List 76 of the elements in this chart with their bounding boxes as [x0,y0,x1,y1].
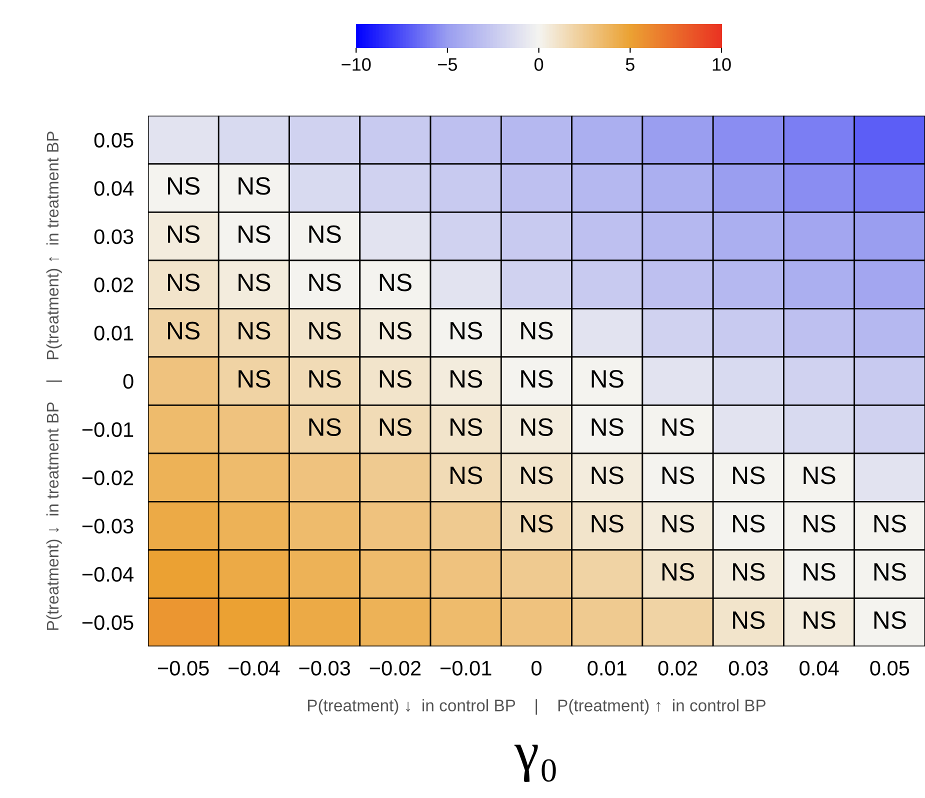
data-label: NS [380,274,412,292]
data-label: NS [238,322,270,340]
data-label: NS [309,370,341,388]
x-tick-label: 0.05 [870,660,910,676]
data-label: NS [521,370,553,388]
data-label: NS [804,563,836,581]
y-tick-label: 0.03 [94,229,134,244]
y-tick-label: 0.05 [94,132,134,148]
data-label: NS [733,611,765,629]
data-label: NS [521,418,553,436]
data-label: NS [238,177,270,195]
data-label: NS [309,225,341,244]
data-label: NS [733,563,765,581]
data-label: NS [874,611,906,629]
x-tick-label: −0.01 [440,660,492,676]
data-label: NS [592,514,624,532]
data-label: NS [380,322,412,340]
y-axis-title: P(treatment) ↓ in treatment BP | P(treatment) ↑ in treatment BP [46,132,62,630]
data-label: NS [450,418,482,436]
data-label: NS [662,466,694,484]
data-label: NS [874,563,906,581]
data-label: NS [168,274,200,292]
y-tick-label: −0.01 [82,422,134,438]
data-label: NS [168,322,200,340]
y-tick-label: −0.02 [82,470,134,486]
y-tick-label: −0.04 [82,567,134,582]
data-label: NS [238,274,270,292]
data-label: NS [238,225,270,244]
y-tick-label: 0.01 [94,326,134,341]
data-label: NS [733,514,765,532]
x-tick-label: 0.03 [728,660,768,676]
x-tick-label: 0.01 [588,660,626,676]
data-label: NS [804,611,836,629]
data-label: NS [380,418,412,436]
color-bar-label: −5 [438,58,458,71]
data-label: NS [804,514,836,532]
x-axis-title: P(treatment) ↓ in control BP | P(treatment) ↑ in control BP [308,699,766,715]
color-bar-label: 5 [626,58,634,71]
data-label: NS [874,514,906,532]
data-label: NS [168,225,200,244]
data-label: NS [521,466,553,484]
data-label: NS [309,418,341,436]
data-label: NS [238,370,270,388]
x-tick-label: −0.03 [299,660,350,676]
x-tick-label: 0 [532,660,542,676]
x-tick-label: −0.02 [370,660,421,676]
color-bar-label: 0 [534,58,544,71]
data-label: NS [521,514,553,532]
data-label: NS [592,418,624,436]
data-label: NS [662,514,694,532]
data-label: NS [450,466,482,484]
data-label: NS [592,370,624,388]
x-tick-label: 0.02 [658,660,697,676]
y-tick-label: −0.03 [82,518,134,534]
data-label: NS [450,370,482,388]
data-label: NS [309,274,341,292]
x-tick-label: 0.04 [800,660,839,676]
data-label: NS [662,418,694,436]
data-label: NS [662,563,694,581]
data-label: NS [733,466,765,484]
data-label: NS [592,466,624,484]
x-tick-label: −0.05 [158,660,209,676]
data-label: NS [380,370,412,388]
y-tick-label: 0 [123,374,134,389]
color-bar-label: 10 [712,58,731,71]
y-tick-label: 0.04 [94,181,134,196]
y-tick-label: 0.02 [94,278,134,292]
x-tick-label: −0.04 [228,660,280,676]
data-label: NS [168,177,200,195]
text: γ₀ [514,744,556,782]
y-tick-label: −0.05 [82,615,134,630]
data-label: NS [309,322,341,340]
color-bar-label: −10 [342,58,371,71]
data-label: NS [450,322,482,340]
data-label: NS [804,466,836,484]
data-label: NS [521,322,553,340]
